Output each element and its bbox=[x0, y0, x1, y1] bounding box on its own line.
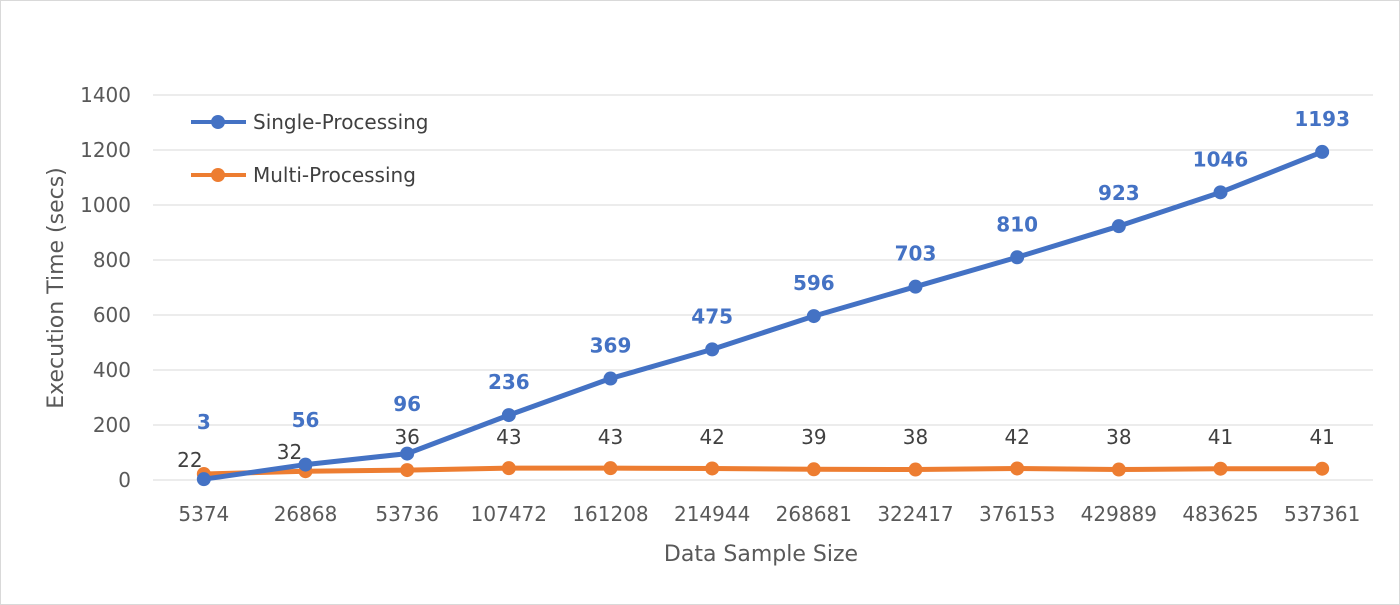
y-tick-label: 1200 bbox=[80, 138, 131, 162]
data-label-single: 3 bbox=[197, 410, 211, 434]
data-label-multi: 42 bbox=[1004, 425, 1029, 449]
data-point-single bbox=[1010, 250, 1025, 265]
data-label-single: 475 bbox=[691, 304, 733, 328]
data-label-single: 703 bbox=[895, 242, 937, 266]
legend-swatch-single-marker bbox=[211, 115, 225, 129]
x-tick-label: 429889 bbox=[1081, 502, 1157, 526]
data-label-multi: 43 bbox=[598, 425, 623, 449]
data-label-single: 810 bbox=[996, 212, 1038, 236]
y-tick-label: 400 bbox=[93, 358, 131, 382]
data-label-multi: 41 bbox=[1208, 425, 1233, 449]
x-axis-ticks: 5374 26868 53736 107472 161208 214944 268681 32… bbox=[178, 502, 1360, 526]
data-point-multi bbox=[806, 462, 821, 477]
data-label-multi: 22 bbox=[177, 448, 202, 472]
legend: Single-Processing Multi-Processing bbox=[191, 110, 429, 187]
data-point-single bbox=[603, 371, 618, 386]
data-label-multi: 32 bbox=[277, 440, 302, 464]
gridlines bbox=[153, 94, 1373, 481]
x-tick-label: 26868 bbox=[274, 502, 338, 526]
series bbox=[196, 144, 1330, 487]
data-point-single bbox=[1111, 219, 1126, 234]
data-point-single bbox=[298, 457, 313, 472]
data-point-multi bbox=[603, 461, 618, 476]
data-label-single: 96 bbox=[393, 392, 421, 416]
data-label-multi: 43 bbox=[496, 425, 521, 449]
legend-swatch-multi-marker bbox=[211, 168, 225, 182]
series-line-single bbox=[201, 149, 1325, 482]
series-line-multi bbox=[201, 465, 1325, 477]
legend-label-multi: Multi-Processing bbox=[253, 163, 416, 187]
x-tick-label: 376153 bbox=[979, 502, 1055, 526]
data-label-single: 1046 bbox=[1193, 147, 1249, 171]
y-tick-label: 1000 bbox=[80, 193, 131, 217]
y-tick-label: 0 bbox=[118, 468, 131, 492]
data-point-multi bbox=[501, 461, 516, 476]
data-point-multi bbox=[1111, 462, 1126, 477]
x-tick-label: 483625 bbox=[1182, 502, 1258, 526]
data-label-single: 369 bbox=[590, 334, 632, 358]
x-tick-label: 537361 bbox=[1284, 502, 1360, 526]
data-point-multi bbox=[705, 461, 720, 476]
series-single bbox=[196, 144, 1330, 487]
data-point-single bbox=[705, 342, 720, 357]
x-tick-label: 161208 bbox=[572, 502, 648, 526]
data-point-single bbox=[196, 472, 211, 487]
data-point-multi bbox=[1010, 461, 1025, 476]
x-tick-label: 214944 bbox=[674, 502, 750, 526]
y-axis-ticks: 0 200 400 600 800 1000 1200 1400 bbox=[80, 83, 131, 492]
x-axis-title: Data Sample Size bbox=[664, 542, 858, 567]
x-tick-label: 268681 bbox=[776, 502, 852, 526]
data-label-multi: 38 bbox=[1106, 425, 1131, 449]
data-label-multi: 42 bbox=[699, 425, 724, 449]
data-point-multi bbox=[400, 463, 415, 478]
y-tick-label: 1400 bbox=[80, 83, 131, 107]
legend-item-multi: Multi-Processing bbox=[191, 163, 416, 187]
x-tick-label: 53736 bbox=[375, 502, 439, 526]
data-label-multi: 36 bbox=[394, 425, 419, 449]
x-tick-label: 107472 bbox=[471, 502, 547, 526]
data-point-single bbox=[1315, 144, 1330, 159]
data-label-single: 596 bbox=[793, 271, 835, 295]
data-label-multi: 38 bbox=[903, 425, 928, 449]
data-label-single: 923 bbox=[1098, 181, 1140, 205]
y-tick-label: 600 bbox=[93, 303, 131, 327]
data-point-multi bbox=[1213, 461, 1228, 476]
data-point-single bbox=[908, 279, 923, 294]
series-multi bbox=[196, 461, 1330, 481]
data-label-multi: 41 bbox=[1309, 425, 1334, 449]
data-point-single bbox=[501, 408, 516, 423]
data-point-single bbox=[806, 309, 821, 324]
data-labels: 3 56 96 236 369 475 596 703 810 923 1046 1193 22 32 36… bbox=[177, 107, 1350, 472]
data-point-single bbox=[1213, 185, 1228, 200]
x-tick-label: 322417 bbox=[877, 502, 953, 526]
data-label-single: 56 bbox=[292, 408, 320, 432]
data-point-multi bbox=[908, 462, 923, 477]
legend-item-single: Single-Processing bbox=[191, 110, 429, 134]
legend-label-single: Single-Processing bbox=[253, 110, 429, 134]
data-label-single: 1193 bbox=[1294, 107, 1350, 131]
y-axis-title: Execution Time (secs) bbox=[44, 167, 69, 409]
y-tick-label: 800 bbox=[93, 248, 131, 272]
data-point-single bbox=[400, 446, 415, 461]
y-tick-label: 200 bbox=[93, 413, 131, 437]
data-label-multi: 39 bbox=[801, 425, 826, 449]
data-point-multi bbox=[1315, 461, 1330, 476]
x-tick-label: 5374 bbox=[178, 502, 229, 526]
data-label-single: 236 bbox=[488, 370, 530, 394]
